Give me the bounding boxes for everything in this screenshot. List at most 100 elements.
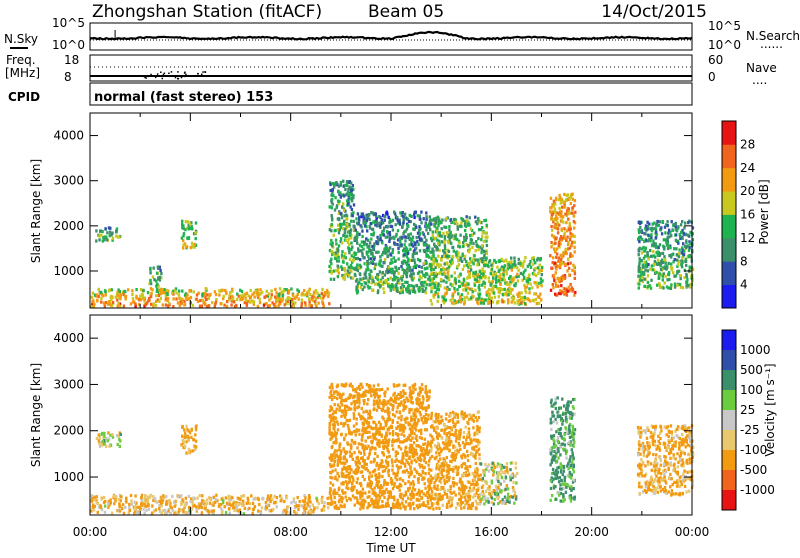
nsky-line	[90, 32, 692, 40]
velocity-cell	[373, 403, 375, 406]
power-cell	[250, 289, 252, 292]
power-cell	[367, 262, 369, 265]
power-cell	[456, 288, 458, 291]
velocity-cell	[330, 459, 332, 462]
power-cell	[444, 286, 446, 289]
power-cell	[282, 294, 284, 297]
velocity-cell	[386, 434, 388, 437]
power-cell	[467, 283, 469, 286]
velocity-cell	[148, 504, 150, 507]
power-cell	[419, 249, 421, 252]
velocity-cell	[362, 393, 364, 396]
power-cell	[555, 237, 557, 240]
power-cell	[493, 273, 495, 276]
power-cell	[391, 251, 393, 254]
velocity-cell	[412, 418, 414, 421]
power-cell	[502, 300, 504, 303]
power-cell	[342, 180, 344, 183]
velocity-cell	[404, 482, 406, 485]
power-cell	[466, 236, 468, 239]
velocity-cell	[353, 400, 355, 403]
power-cell	[550, 245, 552, 248]
power-cell	[409, 269, 411, 272]
power-cell	[461, 293, 463, 296]
power-cell	[294, 301, 296, 304]
power-cell	[123, 290, 125, 293]
power-cell	[347, 188, 349, 191]
velocity-cell	[193, 445, 195, 448]
velocity-cell	[101, 444, 103, 447]
velocity-cell	[221, 511, 223, 514]
velocity-cell	[232, 503, 234, 506]
power-cell	[333, 234, 335, 237]
velocity-cell	[98, 439, 100, 442]
power-cell	[642, 266, 644, 269]
power-cell	[354, 274, 356, 277]
power-cell	[443, 301, 445, 304]
power-cell	[194, 231, 196, 234]
power-cell	[638, 228, 640, 231]
velocity-cell	[338, 488, 340, 491]
power-cell	[409, 248, 411, 251]
power-cell	[350, 181, 352, 184]
power-cell	[657, 259, 659, 262]
power-cell	[688, 255, 690, 258]
velocity-cell	[188, 495, 190, 498]
velocity-cell	[355, 429, 357, 432]
power-cell	[679, 234, 681, 237]
velocity-cell	[198, 506, 200, 509]
power-cell	[386, 230, 388, 233]
velocity-cell	[304, 496, 306, 499]
velocity-cell	[386, 504, 388, 507]
velocity-cell	[337, 384, 339, 387]
power-cell	[475, 258, 477, 261]
velocity-cell	[249, 502, 251, 505]
power-cell	[342, 257, 344, 260]
power-cell	[646, 227, 648, 230]
power-cell	[150, 287, 152, 290]
power-cell	[648, 222, 650, 225]
velocity-cell	[348, 497, 350, 500]
power-cell	[656, 223, 658, 226]
velocity-cell	[211, 510, 213, 513]
power-cell	[557, 231, 559, 234]
power-cell	[494, 296, 496, 299]
power-cell	[275, 291, 277, 294]
power-cell	[96, 299, 98, 302]
velocity-cell	[341, 500, 343, 503]
power-cell	[464, 229, 466, 232]
power-cell	[183, 300, 185, 303]
velocity-cell	[298, 504, 300, 507]
power-cell	[402, 221, 404, 224]
power-cell	[664, 281, 666, 284]
power-cell	[647, 274, 649, 277]
power-cell	[683, 276, 685, 279]
velocity-cell	[180, 494, 182, 497]
power-cell	[563, 252, 565, 255]
nave-tick-high: 60	[708, 53, 723, 67]
power-cell	[413, 272, 415, 275]
velocity-cell	[403, 434, 405, 437]
velocity-cell	[408, 408, 410, 411]
velocity-cell	[269, 497, 271, 500]
velocity-cell	[208, 510, 210, 513]
velocity-cell	[98, 433, 100, 436]
velocity-cell	[383, 427, 385, 430]
power-cell	[357, 250, 359, 253]
power-cell	[241, 298, 243, 301]
power-cell	[430, 223, 432, 226]
power-cell	[221, 289, 223, 292]
power-cell	[331, 192, 333, 195]
power-cell	[330, 258, 332, 261]
velocity-cell	[349, 471, 351, 474]
power-cell	[511, 301, 513, 304]
power-cell	[181, 237, 183, 240]
velocity-cell	[210, 498, 212, 501]
power-cell	[480, 238, 482, 241]
velocity-cell	[405, 500, 407, 503]
velocity-cell	[114, 499, 116, 502]
velocity-cell	[353, 406, 355, 409]
power-cell	[106, 231, 108, 234]
power-cell	[148, 298, 150, 301]
power-cell	[162, 303, 164, 306]
